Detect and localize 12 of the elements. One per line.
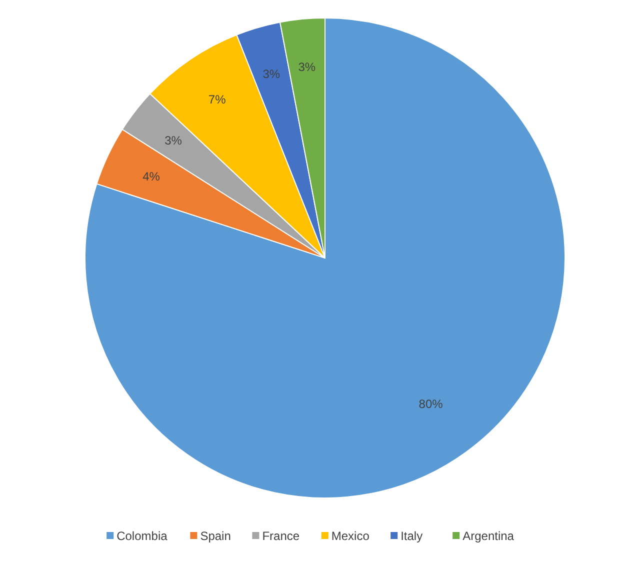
data-label: 7%: [208, 92, 226, 106]
legend-label: Mexico: [331, 529, 370, 544]
data-label: 4%: [142, 169, 160, 184]
legend-label: Colombia: [116, 529, 168, 544]
data-label: 80%: [418, 396, 444, 411]
legend-label: France: [262, 529, 300, 544]
data-label: 3%: [262, 66, 280, 81]
legend-label: Spain: [200, 529, 231, 544]
data-label: 3%: [164, 134, 182, 148]
data-label: 3%: [298, 60, 316, 74]
legend-label: Italy: [400, 529, 423, 544]
legend-label: Argentina: [462, 529, 514, 544]
